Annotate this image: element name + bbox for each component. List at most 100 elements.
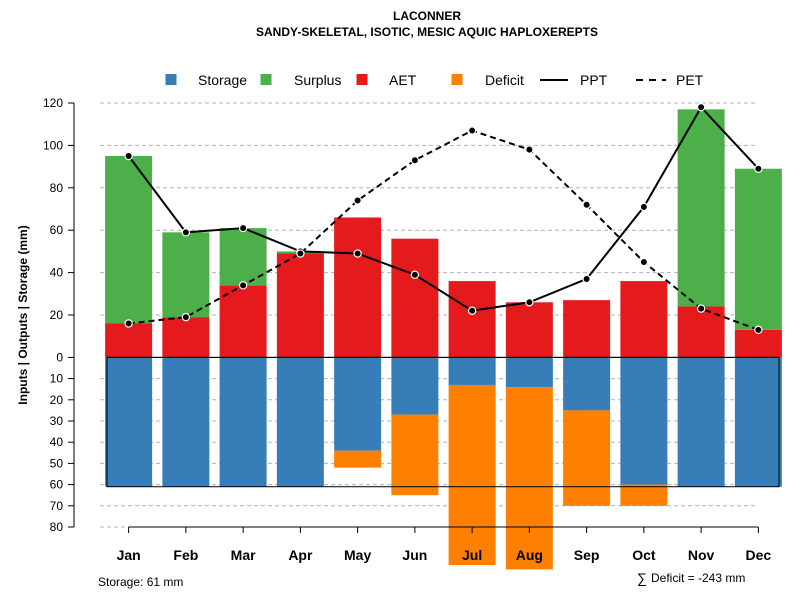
y-tick-label: 40 — [50, 435, 64, 449]
x-tick-label: Aug — [516, 547, 543, 563]
plot-frame — [106, 356, 780, 488]
ppt-point — [124, 151, 133, 161]
legend: Storage Surplus AET Deficit PPT PET — [165, 72, 704, 88]
y-axis-label: Inputs | Outputs | Storage (mm) — [16, 225, 30, 404]
storage-bar — [162, 357, 210, 487]
y-axis: 120 100 80 60 40 20 0 10 20 30 40 50 60 70 80 — [43, 96, 75, 534]
ppt-point — [582, 274, 591, 284]
y-tick-label: 70 — [50, 499, 64, 513]
storage-note: Storage: 61 mm — [98, 575, 183, 589]
storage-bar — [448, 357, 496, 385]
chart-title: LACONNER — [393, 9, 461, 23]
ppt-line — [127, 105, 760, 312]
pet-point — [754, 325, 763, 335]
legend-label: Deficit — [485, 72, 524, 88]
y-tick-label: 50 — [50, 456, 64, 470]
pet-point — [525, 145, 534, 154]
y-tick-label: 30 — [50, 414, 64, 428]
pet-point — [639, 257, 649, 267]
storage-bar — [219, 357, 267, 487]
ppt-point — [238, 223, 248, 233]
storage-bar — [334, 357, 382, 451]
storage-bar — [677, 357, 725, 487]
pet-point — [353, 196, 362, 205]
storage-legend-swatch — [165, 74, 177, 85]
aet-bar — [505, 302, 553, 358]
bars-layer — [105, 109, 782, 570]
storage-bar — [105, 357, 153, 487]
pet-point — [181, 312, 191, 322]
ppt-point — [467, 306, 477, 315]
x-tick-label: Oct — [632, 547, 656, 563]
x-tick-label: Dec — [746, 547, 772, 563]
x-tick-label: Apr — [288, 547, 313, 563]
legend-label: PPT — [580, 72, 608, 88]
storage-bar — [391, 357, 439, 415]
y-tick-label: 60 — [50, 223, 64, 237]
legend-label: PET — [676, 72, 704, 88]
storage-bar — [563, 357, 611, 411]
deficit-bar — [505, 387, 553, 570]
x-tick-label: May — [344, 547, 371, 563]
x-tick-label: Jun — [402, 547, 427, 563]
deficit-bar — [391, 414, 439, 496]
deficit-bar — [448, 384, 496, 566]
surplus-bar — [677, 109, 725, 307]
aet-bar — [391, 238, 439, 358]
x-axis: Jan Feb Mar Apr May Jun Jul Aug Sep Oct Nov Dec — [117, 526, 772, 563]
deficit-bar — [563, 410, 611, 506]
surplus-bar — [162, 232, 210, 318]
aet-bar — [219, 285, 267, 358]
x-tick-label: Feb — [173, 547, 198, 563]
x-tick-label: Jan — [117, 547, 141, 563]
pet-point — [124, 319, 133, 328]
storage-bar — [505, 357, 553, 388]
aet-bar — [620, 281, 668, 358]
y-tick-label: 80 — [50, 520, 64, 534]
ppt-point — [639, 202, 649, 212]
deficit-bar — [334, 450, 382, 468]
ppt-point — [754, 164, 763, 173]
pet-point — [696, 304, 706, 313]
storage-bar — [734, 357, 782, 487]
aet-bar — [334, 217, 382, 358]
x-tick-label: Mar — [231, 547, 256, 563]
deficit-note: Deficit = -243 mm — [651, 571, 745, 585]
x-tick-label: Sep — [574, 547, 600, 563]
deficit-sum-icon: ∑ — [637, 570, 647, 586]
surplus-bar — [105, 156, 153, 324]
ppt-point — [410, 270, 420, 279]
surplus-legend-swatch — [260, 74, 272, 85]
chart-subtitle: SANDY-SKELETAL, ISOTIC, MESIC AQUIC HAPL… — [256, 25, 598, 39]
lines-layer — [124, 103, 763, 335]
legend-label: Storage — [198, 72, 247, 88]
legend-label: AET — [389, 72, 417, 88]
ppt-point — [696, 103, 706, 112]
y-tick-label: 20 — [50, 308, 64, 322]
x-tick-label: Jul — [462, 547, 482, 563]
y-tick-label: 20 — [50, 393, 64, 407]
ppt-point — [353, 249, 362, 258]
ppt-point — [181, 228, 191, 237]
pet-line — [128, 129, 759, 331]
aet-bar — [105, 323, 153, 358]
legend-label: Surplus — [294, 72, 341, 88]
storage-bar — [620, 357, 668, 485]
surplus-bar — [734, 168, 782, 330]
y-tick-label: 10 — [50, 372, 64, 386]
y-tick-label: 60 — [50, 478, 64, 492]
pet-point — [296, 249, 305, 258]
aet-bar — [448, 281, 496, 358]
aet-bar — [276, 253, 324, 358]
x-tick-label: Nov — [688, 547, 715, 563]
aet-bar — [734, 329, 782, 358]
y-tick-label: 100 — [43, 138, 63, 152]
y-tick-label: 80 — [50, 181, 64, 195]
y-tick-label: 120 — [43, 96, 63, 110]
pet-point — [410, 156, 420, 165]
deficit-bar — [620, 484, 668, 506]
storage-bar — [276, 357, 324, 487]
aet-bar — [162, 317, 210, 358]
pet-point — [238, 281, 248, 290]
